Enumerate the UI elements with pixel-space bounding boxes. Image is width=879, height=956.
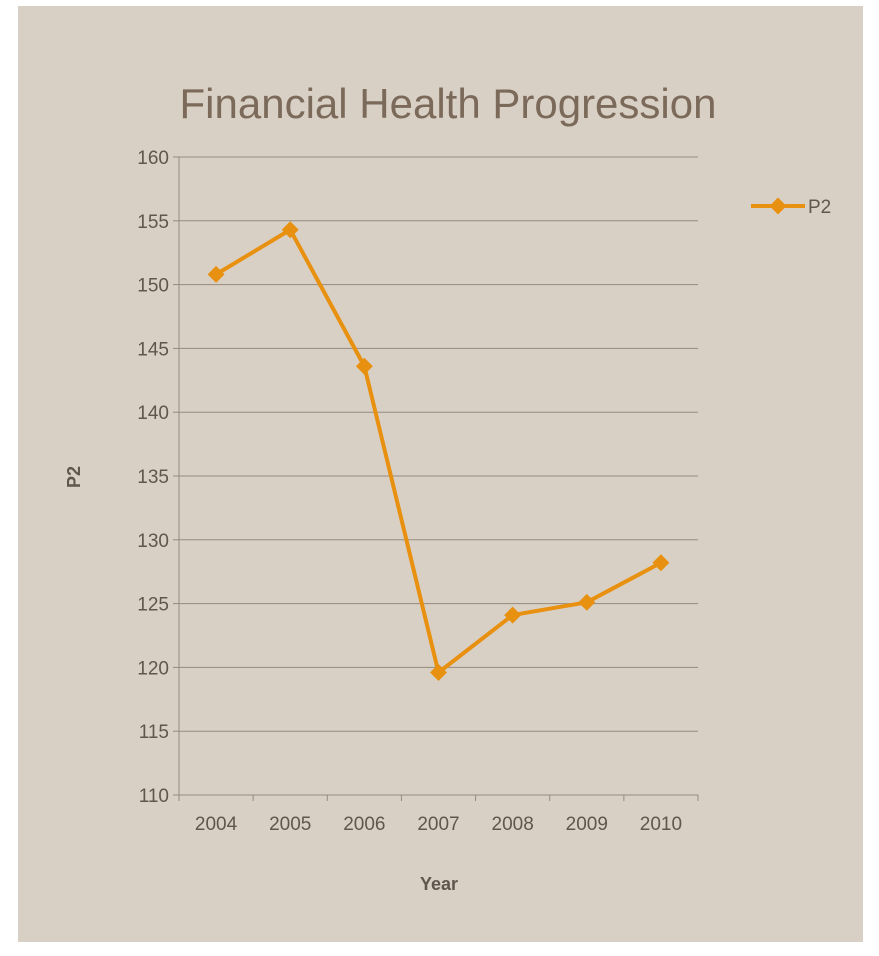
y-tick-label: 145 <box>137 339 169 360</box>
legend-label: P2 <box>808 197 831 218</box>
data-point-marker <box>281 221 299 239</box>
data-point-marker <box>578 593 596 611</box>
y-axis-label: P2 <box>64 466 84 488</box>
data-point-marker <box>652 554 670 572</box>
grid-layer <box>179 156 698 732</box>
axis-layer: 110 115 120 125 130 135 140 145 150 155 160 2004 200… <box>137 148 699 835</box>
legend: P2 <box>751 197 831 218</box>
y-tick-label: 110 <box>139 786 169 807</box>
y-tick-label: 160 <box>137 148 169 169</box>
y-tick-label: 135 <box>137 467 169 488</box>
y-tick-label: 115 <box>139 722 169 743</box>
chart-background <box>18 6 863 942</box>
data-point-marker <box>355 357 373 375</box>
legend-marker <box>769 197 787 215</box>
series-line <box>215 227 662 675</box>
x-tick-label: 2005 <box>269 814 311 835</box>
y-tick-label: 125 <box>137 595 169 616</box>
data-point-marker <box>430 664 447 681</box>
x-tick-label: 2004 <box>195 814 238 835</box>
y-tick-label: 150 <box>137 276 169 297</box>
x-tick-label: 2008 <box>492 814 534 835</box>
x-axis-label: Year <box>420 874 458 894</box>
chart-title: Financial Health Progression <box>180 80 717 127</box>
y-tick-label: 120 <box>137 658 169 679</box>
y-tick-label: 140 <box>137 403 169 424</box>
y-tick-label: 155 <box>137 212 169 233</box>
x-tick-label: 2009 <box>566 814 608 835</box>
y-tick-label: 130 <box>137 531 169 552</box>
x-tick-label: 2007 <box>417 814 459 835</box>
data-point-marker <box>207 265 225 283</box>
series-layer <box>207 221 670 681</box>
x-tick-label: 2006 <box>343 814 385 835</box>
x-tick-label: 2010 <box>640 814 682 835</box>
